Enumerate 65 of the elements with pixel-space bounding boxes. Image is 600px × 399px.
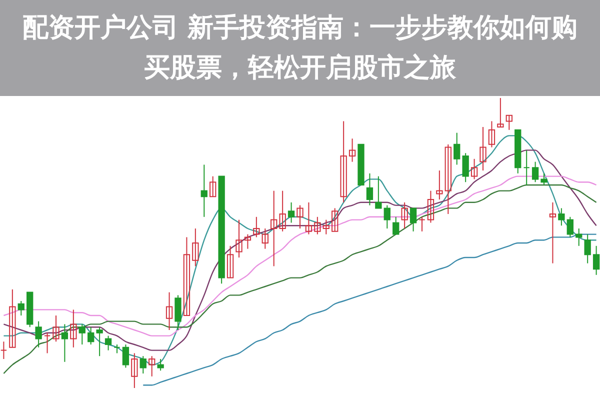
candlestick [35, 320, 42, 348]
candlestick [305, 202, 312, 235]
candlestick [226, 245, 234, 278]
candlestick [384, 204, 390, 229]
candlestick [454, 132, 460, 166]
candlestick [497, 98, 504, 128]
candlestick [558, 208, 565, 226]
candlestick [566, 216, 574, 238]
candlestick [549, 202, 556, 264]
candlestick [375, 176, 382, 209]
candlestick [288, 202, 295, 224]
candlestick [444, 144, 452, 214]
candlestick [192, 228, 199, 267]
candlestick [592, 245, 600, 276]
candlestick [122, 344, 130, 368]
candlestick [366, 172, 374, 206]
candlestick [532, 161, 539, 183]
candlestick [78, 324, 86, 345]
candlestick [523, 150, 530, 186]
candlestick [462, 152, 469, 183]
candlestick [584, 234, 591, 264]
candlestick [52, 315, 60, 342]
candlestick [436, 170, 443, 200]
candlestick [18, 300, 24, 316]
candlestick [244, 234, 252, 250]
candlestick [104, 335, 112, 351]
candlestick [253, 216, 260, 238]
candlestick [427, 190, 434, 224]
candlestick [131, 352, 138, 388]
candlestick [236, 219, 242, 258]
candlestick [506, 114, 512, 130]
candlestick [9, 288, 16, 348]
candlestick [279, 190, 286, 232]
candlestick [392, 216, 400, 235]
candlestick [480, 126, 486, 171]
candlestick [88, 326, 94, 345]
candlestick [314, 216, 321, 235]
candlestick [348, 138, 356, 162]
candlestick [0, 341, 8, 360]
candlestick [210, 176, 216, 198]
chart-title: 配资开户公司 新手投资指南：一步步教你如何购买股票，轻松开启股市之旅 [0, 0, 600, 96]
candlestick [61, 324, 68, 362]
candlestick [262, 228, 268, 250]
candlestick [96, 326, 103, 357]
candlestick [540, 172, 548, 186]
candlestick [296, 204, 304, 229]
candlestick [576, 228, 582, 246]
candlestick [44, 332, 51, 354]
candlestick [200, 164, 208, 218]
candlestick [140, 356, 146, 374]
candlestick [174, 294, 182, 330]
candlestick [418, 216, 426, 232]
candlestick [322, 219, 330, 235]
candlestick [166, 292, 173, 330]
candlestick [183, 236, 190, 316]
candlestick [470, 158, 478, 180]
candlestick [410, 208, 417, 232]
candlestick [148, 356, 156, 377]
candlestick [70, 309, 77, 348]
candlestick [332, 208, 338, 232]
candlestick [340, 120, 347, 203]
candlestick [488, 120, 496, 148]
candlestick [157, 358, 164, 372]
candlestick [401, 202, 408, 229]
candlestick [270, 190, 278, 267]
